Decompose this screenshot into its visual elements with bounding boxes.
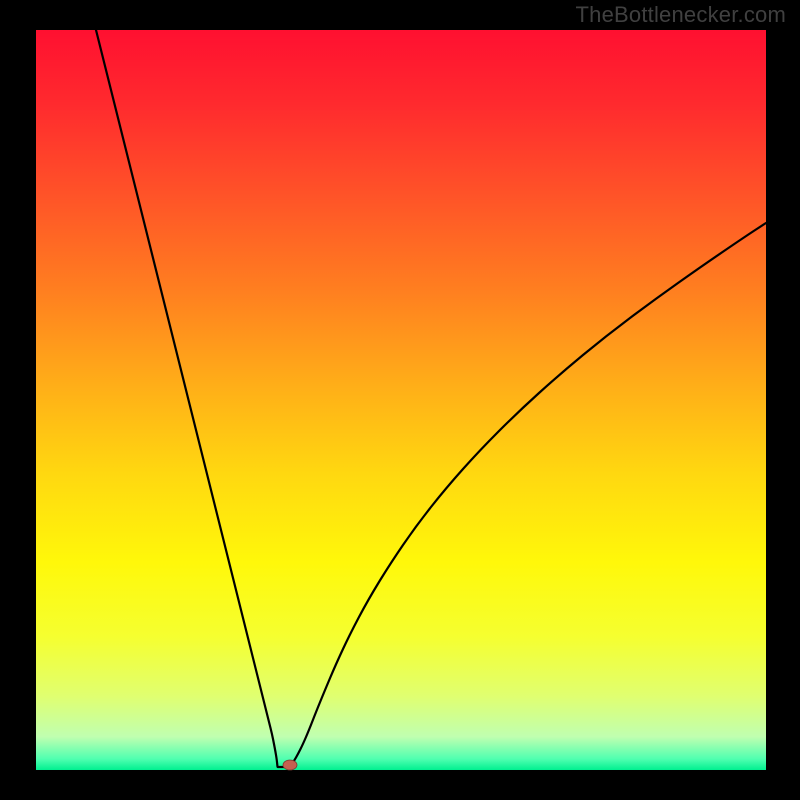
plot-svg xyxy=(36,30,766,770)
optimal-point-marker xyxy=(283,760,297,770)
watermark-text: TheBottlenecker.com xyxy=(576,2,786,28)
plot-area xyxy=(36,30,766,770)
gradient-background xyxy=(36,30,766,770)
